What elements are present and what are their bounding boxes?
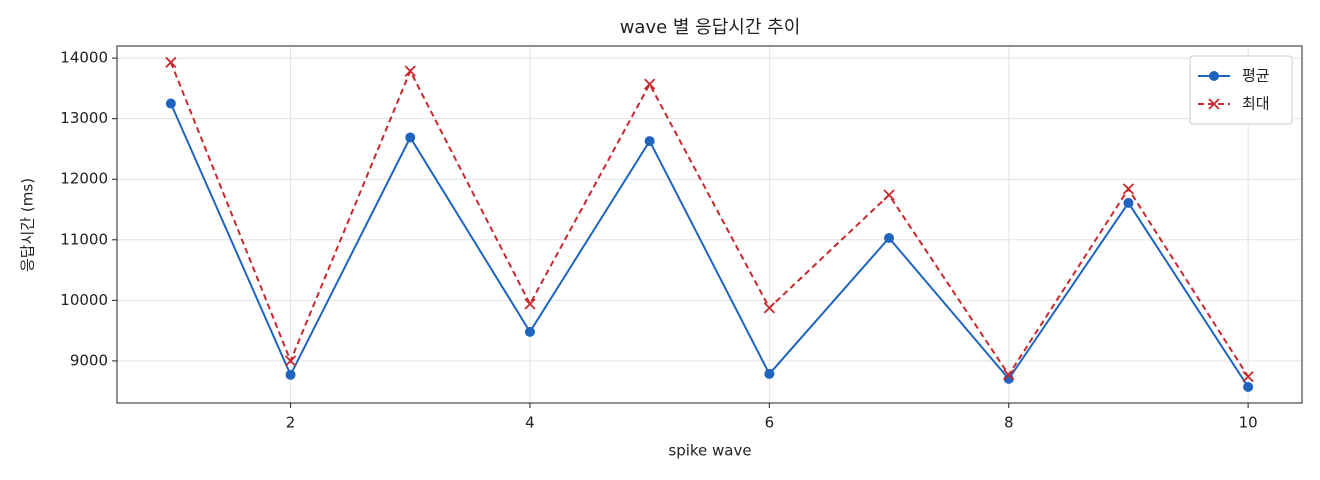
marker — [165, 56, 177, 68]
marker — [285, 369, 296, 380]
y-axis-label: 응답시간 (ms) — [19, 178, 37, 272]
marker — [883, 189, 895, 201]
legend-label: 평균 — [1242, 67, 1270, 85]
legend-marker — [1208, 98, 1220, 110]
marker — [284, 355, 297, 367]
y-tick-label: 12000 — [60, 170, 108, 188]
legend-label: 최대 — [1242, 95, 1270, 113]
marker — [1003, 369, 1015, 381]
marker — [524, 298, 536, 310]
marker — [763, 302, 775, 314]
marker — [524, 326, 535, 337]
x-tick-label: 6 — [765, 414, 775, 432]
marker — [764, 368, 775, 379]
series-line — [169, 103, 1249, 388]
marker — [1243, 381, 1254, 392]
legend-box — [1189, 55, 1293, 125]
marker — [884, 232, 895, 243]
marker — [165, 98, 176, 109]
plot-frame — [116, 45, 1303, 404]
marker — [644, 136, 655, 147]
y-tick-label: 14000 — [60, 49, 108, 67]
y-tick-label: 9000 — [70, 351, 108, 369]
marker — [404, 65, 416, 77]
marker — [1122, 183, 1135, 195]
marker — [1242, 371, 1254, 383]
y-tick-label: 11000 — [60, 230, 108, 248]
x-tick-label: 10 — [1239, 414, 1258, 432]
chart-title: wave 별 응답시간 추이 — [620, 17, 801, 38]
marker — [405, 132, 416, 143]
x-tick-label: 4 — [525, 414, 535, 432]
y-tick-label: 13000 — [60, 109, 108, 127]
series-line — [169, 61, 1249, 378]
marker — [644, 78, 656, 90]
x-tick-label: 2 — [286, 414, 296, 432]
marker — [1123, 197, 1134, 208]
legend-marker — [1209, 71, 1219, 81]
x-axis-label: spike wave — [668, 442, 751, 460]
x-tick-label: 8 — [1004, 414, 1014, 432]
y-tick-label: 10000 — [60, 291, 108, 309]
